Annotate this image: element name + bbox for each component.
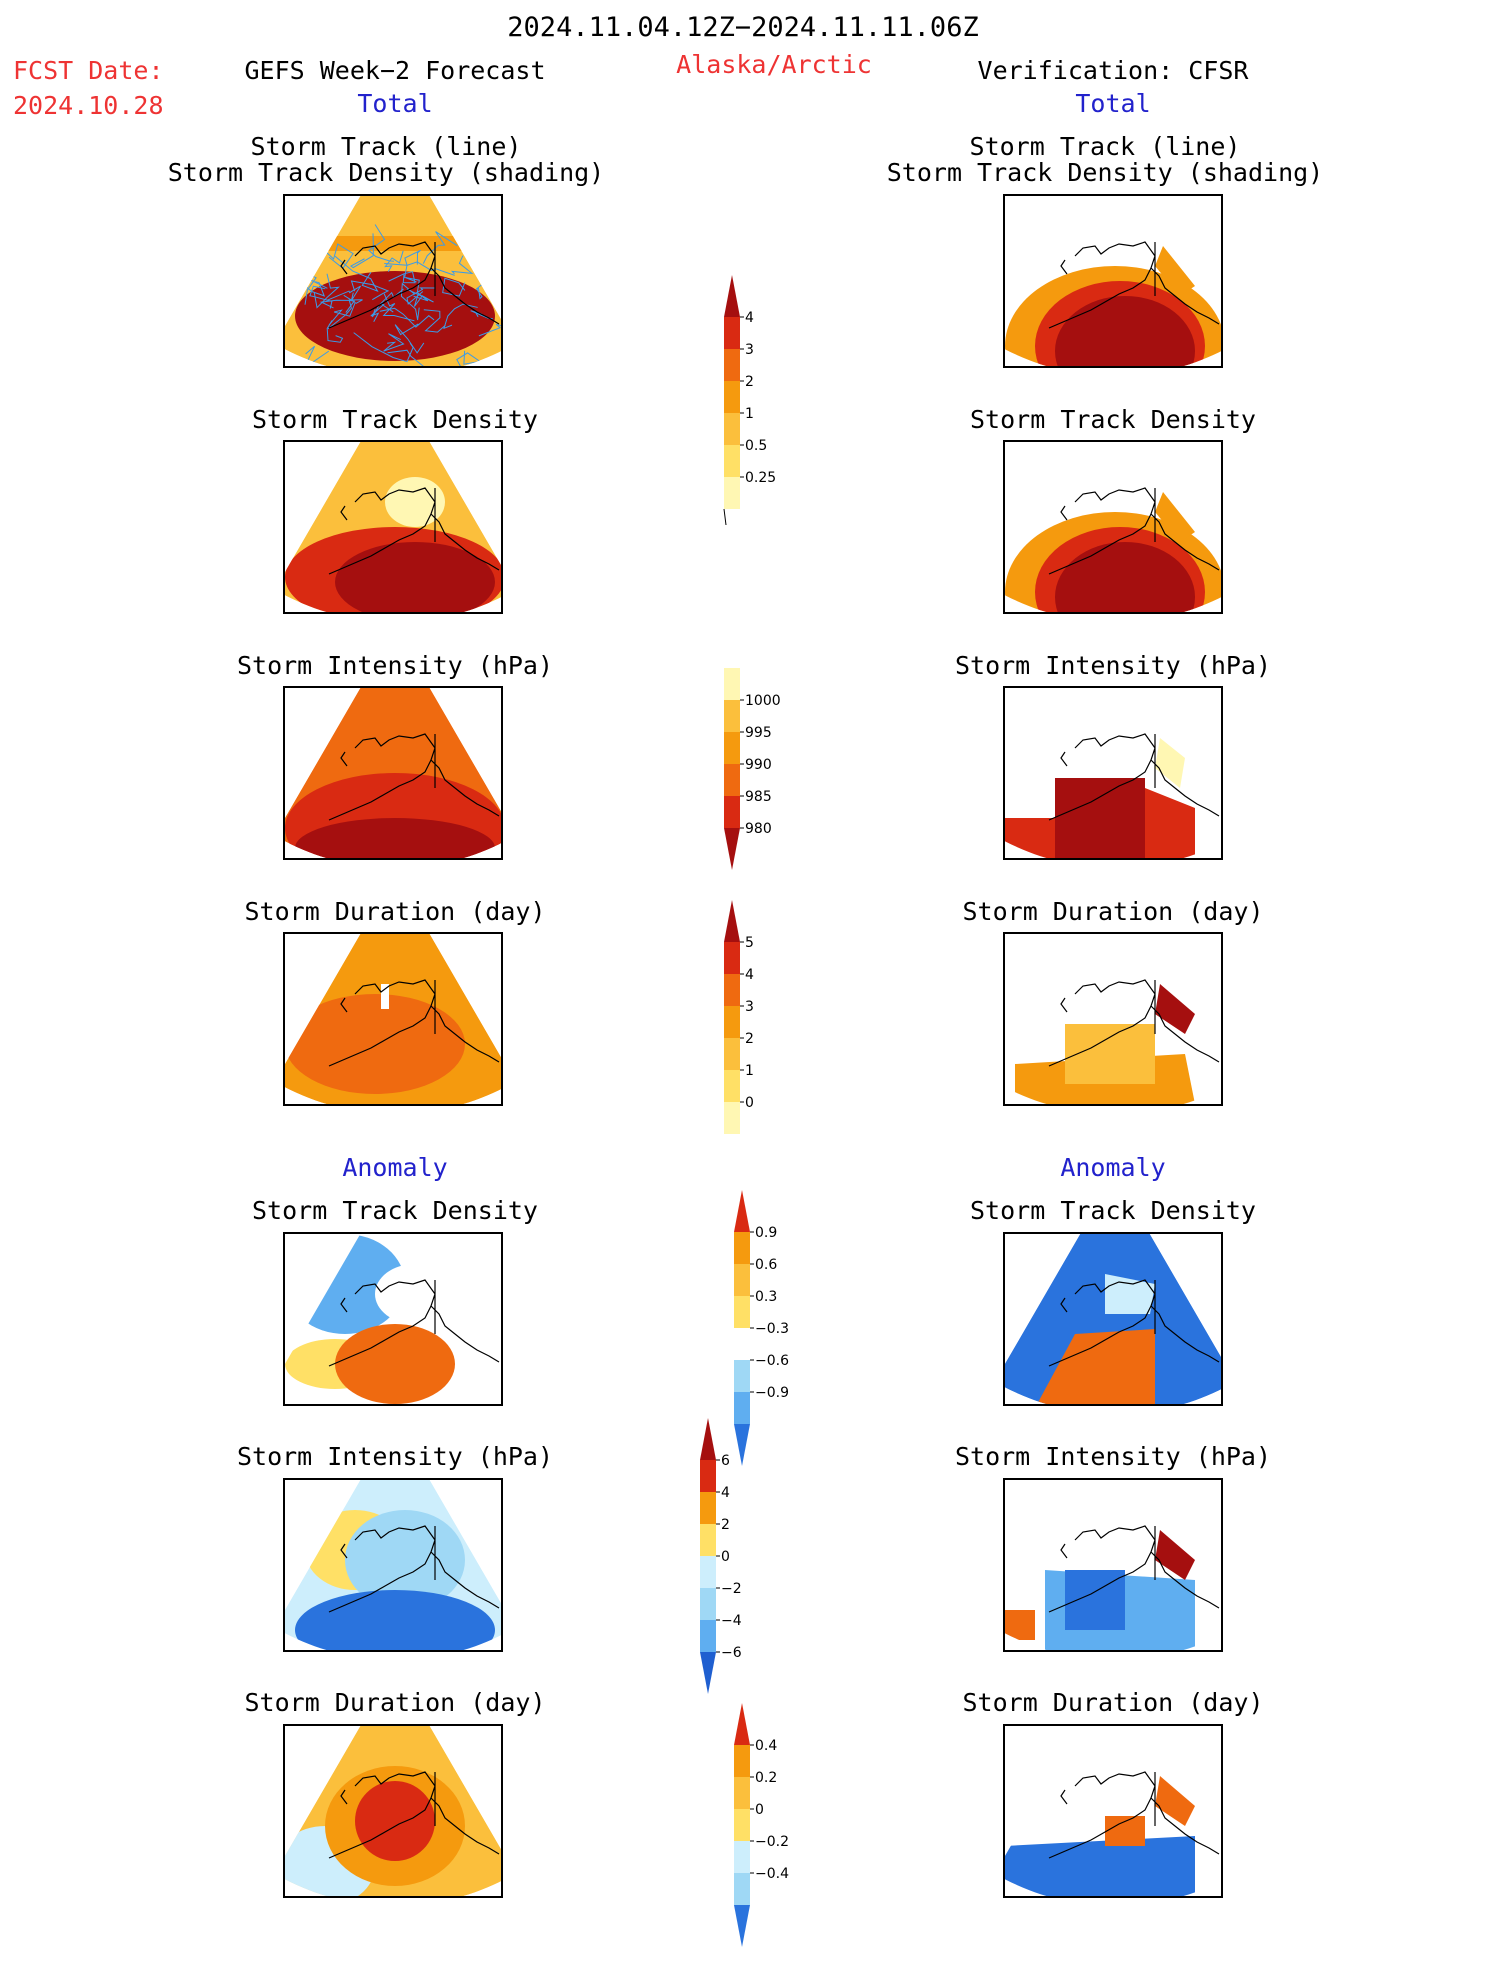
svg-text:0.5: 0.5 bbox=[745, 438, 767, 454]
verification-title: Verification: CFSR bbox=[977, 56, 1249, 85]
map-cfsr-duration bbox=[1003, 932, 1223, 1106]
svg-text:6: 6 bbox=[721, 1453, 730, 1469]
colorbar-density: 4 3 2 1 0.5 0.25 bbox=[723, 265, 804, 533]
svg-text:990: 990 bbox=[745, 757, 772, 773]
map-gefs-anom-density bbox=[283, 1232, 503, 1406]
left-track-line-title: Storm Track (line) bbox=[250, 132, 522, 161]
svg-text:−4: −4 bbox=[721, 1613, 742, 1629]
svg-text:985: 985 bbox=[745, 789, 772, 805]
right-duration-title: Storm Duration (day) bbox=[962, 897, 1264, 926]
svg-text:0.25: 0.25 bbox=[745, 470, 776, 486]
svg-text:2: 2 bbox=[745, 374, 754, 390]
right-intensity-title: Storm Intensity (hPa) bbox=[954, 651, 1272, 680]
left-track-shade-title: Storm Track Density (shading) bbox=[167, 158, 605, 187]
svg-text:995: 995 bbox=[745, 725, 772, 741]
map-cfsr-anom-intensity bbox=[1003, 1478, 1223, 1652]
left-anom-intensity-title: Storm Intensity (hPa) bbox=[236, 1442, 554, 1471]
svg-text:−0.6: −0.6 bbox=[755, 1353, 789, 1369]
forecast-title: GEFS Week−2 Forecast bbox=[244, 56, 546, 85]
anomaly-label-right: Anomaly bbox=[1060, 1153, 1166, 1182]
colorbar-anom-duration: 0.4 0.2 0 −0.2 −0.4 bbox=[734, 1693, 814, 1961]
svg-text:2: 2 bbox=[721, 1517, 730, 1533]
colorbar-duration: 5 4 3 2 1 0 bbox=[724, 890, 804, 1158]
right-anom-intensity-title: Storm Intensity (hPa) bbox=[954, 1442, 1272, 1471]
map-gefs-intensity bbox=[283, 686, 503, 860]
svg-text:2: 2 bbox=[745, 1031, 754, 1047]
total-label-right: Total bbox=[1075, 89, 1151, 118]
svg-text:3: 3 bbox=[745, 342, 754, 358]
map-gefs-track bbox=[283, 194, 503, 368]
right-anom-duration-title: Storm Duration (day) bbox=[962, 1688, 1264, 1717]
svg-text:4: 4 bbox=[721, 1485, 730, 1501]
map-gefs-duration bbox=[283, 932, 503, 1106]
map-cfsr-intensity bbox=[1003, 686, 1223, 860]
right-anom-density-title: Storm Track Density bbox=[970, 1196, 1256, 1225]
svg-text:3: 3 bbox=[745, 999, 754, 1015]
svg-text:−0.9: −0.9 bbox=[755, 1385, 789, 1401]
svg-text:0: 0 bbox=[745, 1095, 754, 1111]
svg-text:−6: −6 bbox=[721, 1645, 742, 1661]
left-anom-density-title: Storm Track Density bbox=[252, 1196, 538, 1225]
svg-text:−0.2: −0.2 bbox=[755, 1834, 789, 1850]
colorbar-intensity: 1000 995 990 985 980 bbox=[724, 648, 804, 884]
colorbar-anom-density: 0.9 0.6 0.3 −0.3 −0.6 −0.9 bbox=[734, 1180, 814, 1480]
svg-text:−0.4: −0.4 bbox=[755, 1866, 789, 1882]
svg-text:0.2: 0.2 bbox=[755, 1770, 777, 1786]
map-cfsr-anom-duration bbox=[1003, 1724, 1223, 1898]
svg-text:−0.3: −0.3 bbox=[755, 1321, 789, 1337]
map-cfsr-track bbox=[1003, 194, 1223, 368]
colorbar-anom-intensity: 6 4 2 0 −2 −4 −6 bbox=[700, 1408, 780, 1708]
left-duration-title: Storm Duration (day) bbox=[244, 897, 546, 926]
svg-text:1: 1 bbox=[745, 406, 754, 422]
total-label-left: Total bbox=[357, 89, 433, 118]
left-density-title: Storm Track Density bbox=[252, 405, 538, 434]
svg-text:0.3: 0.3 bbox=[755, 1289, 777, 1305]
right-track-line-title: Storm Track (line) bbox=[969, 132, 1241, 161]
svg-text:4: 4 bbox=[745, 967, 754, 983]
period-title: 2024.11.04.12Z−2024.11.11.06Z bbox=[507, 12, 979, 43]
svg-text:0.9: 0.9 bbox=[755, 1225, 777, 1241]
map-gefs-anom-duration bbox=[283, 1724, 503, 1898]
left-intensity-title: Storm Intensity (hPa) bbox=[236, 651, 554, 680]
fcst-date-value: 2024.10.28 bbox=[13, 91, 164, 120]
svg-text:980: 980 bbox=[745, 821, 772, 837]
svg-text:−2: −2 bbox=[721, 1581, 742, 1597]
right-density-title: Storm Track Density bbox=[970, 405, 1256, 434]
left-anom-duration-title: Storm Duration (day) bbox=[244, 1688, 546, 1717]
map-cfsr-density bbox=[1003, 440, 1223, 614]
svg-text:0: 0 bbox=[755, 1802, 764, 1818]
map-cfsr-anom-density bbox=[1003, 1232, 1223, 1406]
svg-text:0.6: 0.6 bbox=[755, 1257, 777, 1273]
svg-text:1000: 1000 bbox=[745, 693, 781, 709]
region-title: Alaska/Arctic bbox=[676, 50, 872, 79]
map-gefs-density bbox=[283, 440, 503, 614]
svg-text:4: 4 bbox=[745, 310, 754, 326]
map-gefs-anom-intensity bbox=[283, 1478, 503, 1652]
fcst-date-label: FCST Date: bbox=[13, 56, 164, 85]
svg-text:1: 1 bbox=[745, 1063, 754, 1079]
right-track-shade-title: Storm Track Density (shading) bbox=[886, 158, 1324, 187]
svg-text:0: 0 bbox=[721, 1549, 730, 1565]
svg-text:0.4: 0.4 bbox=[755, 1738, 777, 1754]
anomaly-label-left: Anomaly bbox=[342, 1153, 448, 1182]
svg-text:5: 5 bbox=[745, 935, 754, 951]
